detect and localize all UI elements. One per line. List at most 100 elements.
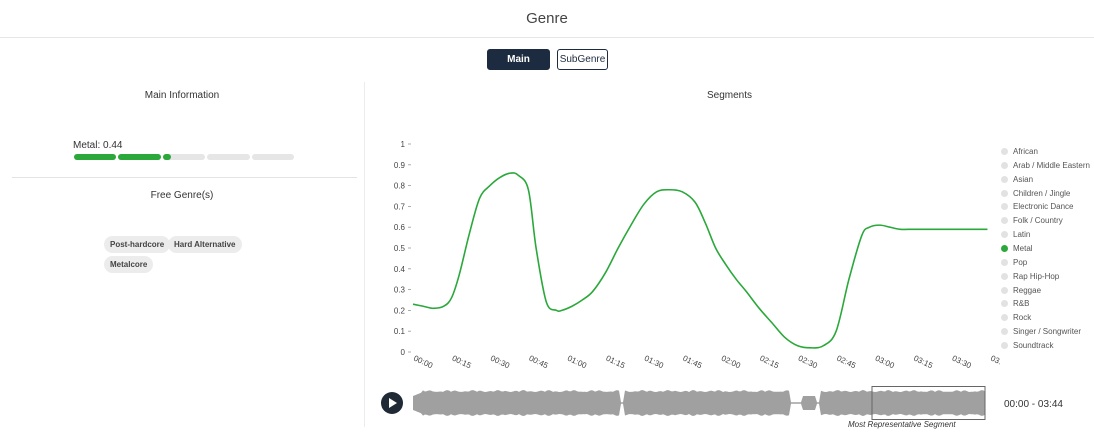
segments-line-chart: 0 0.1 0.2 0.3 0.4 0.5 0.6 0.7 0.8 0.9 1 00:00 00:15 0…: [394, 140, 1000, 370]
legend-dot: [1001, 175, 1008, 183]
column-divider: [364, 82, 365, 427]
legend-label: Folk / Country: [1013, 216, 1063, 226]
score-bar-segment: [251, 154, 294, 160]
waveform[interactable]: [413, 386, 989, 420]
x-tick-label: 00:45: [528, 354, 550, 370]
x-tick-label: 02:45: [835, 354, 857, 370]
waveform-shape: [413, 390, 985, 416]
metal-score-bar: [74, 154, 294, 160]
legend-label: Soundtrack: [1013, 340, 1054, 350]
y-tick-label: 0.2: [394, 306, 406, 315]
x-tick-label: 03:15: [912, 354, 934, 370]
x-tick-label: 01:00: [566, 354, 588, 370]
x-tick-label: 03:00: [874, 354, 896, 370]
y-tick-label: 0.4: [394, 265, 406, 274]
legend-item[interactable]: Folk / Country: [1001, 215, 1094, 227]
legend-item[interactable]: R&B: [1001, 298, 1094, 310]
legend-label: Arab / Middle Eastern: [1013, 160, 1090, 170]
legend-label: Reggae: [1013, 285, 1042, 295]
representative-segment-box[interactable]: [871, 386, 986, 420]
legend-item[interactable]: Arab / Middle Eastern: [1001, 160, 1094, 172]
y-tick-label: 0.1: [394, 327, 406, 336]
legend-label: Rap Hip-Hop: [1013, 271, 1060, 281]
time-range: 00:00 - 03:44: [1004, 399, 1063, 410]
x-tick-label: 01:45: [681, 354, 703, 370]
legend-label: R&B: [1013, 299, 1030, 309]
legend-dot: [1001, 217, 1008, 225]
legend-dot: [1001, 272, 1008, 280]
play-icon: [389, 398, 397, 408]
legend-dot: [1001, 231, 1008, 239]
legend-item[interactable]: Soundtrack: [1001, 340, 1094, 352]
x-tick-label: 02:00: [720, 354, 742, 370]
x-tick-label: 00:15: [451, 354, 473, 370]
legend-dot: [1001, 328, 1008, 336]
subgenre-button[interactable]: SubGenre: [557, 49, 608, 70]
legend-dot: [1001, 244, 1008, 252]
x-tick-label: 01:30: [643, 354, 665, 370]
legend-dot: [1001, 341, 1008, 349]
legend-item[interactable]: Rock: [1001, 312, 1094, 324]
score-bar-fill: [74, 154, 117, 160]
free-genre-tag: Post-hardcore: [104, 236, 171, 253]
score-bar-fill: [162, 154, 172, 160]
legend-label: African: [1013, 147, 1038, 156]
page-title: Genre: [526, 10, 568, 27]
representative-segment-label: Most Representative Segment: [848, 420, 956, 429]
x-tick-label: 02:15: [758, 354, 780, 370]
legend-item[interactable]: Pop: [1001, 257, 1094, 269]
legend-dot: [1001, 148, 1008, 155]
x-tick-label: 02:30: [797, 354, 819, 370]
page-header: Genre: [0, 0, 1094, 38]
legend-dot: [1001, 300, 1008, 308]
legend-item[interactable]: African: [1001, 146, 1094, 158]
legend-dot: [1001, 203, 1008, 211]
legend-item[interactable]: Metal: [1001, 243, 1094, 255]
legend-label: Latin: [1013, 230, 1031, 240]
legend-item[interactable]: Reggae: [1001, 285, 1094, 297]
legend-label: Children / Jingle: [1013, 188, 1071, 198]
audio-player: 00:00 - 03:44 Most Representative Segmen…: [380, 386, 1094, 435]
x-tick-label: 00:00: [412, 354, 434, 370]
legend-label: Electronic Dance: [1013, 202, 1074, 212]
legend-label: Metal: [1013, 243, 1033, 253]
legend-item[interactable]: Rap Hip-Hop: [1001, 271, 1094, 283]
legend-label: Asian: [1013, 174, 1034, 184]
play-button[interactable]: [381, 392, 403, 414]
y-tick-label: 0.6: [394, 223, 406, 232]
metal-score-label: Metal: 0.44: [73, 140, 123, 151]
score-bar-segment: [162, 154, 206, 160]
x-tick-label: 01:15: [604, 354, 626, 370]
y-tick-label: 0: [401, 348, 406, 357]
y-tick-label: 0.7: [394, 202, 406, 211]
legend-dot: [1001, 161, 1008, 169]
legend-label: Pop: [1013, 257, 1028, 267]
free-genre-tag: Metalcore: [104, 256, 154, 273]
segments-title: Segments: [706, 90, 753, 101]
free-genres-title: Free Genre(s): [150, 190, 214, 201]
legend-label: Rock: [1013, 313, 1032, 323]
y-tick-label: 0.9: [394, 161, 406, 170]
score-bar-fill: [118, 154, 161, 160]
y-tick-label: 0.8: [394, 182, 406, 191]
main-genre-button[interactable]: Main genre(s): [487, 49, 550, 84]
legend-dot: [1001, 314, 1008, 322]
x-tick-label: 00:30: [489, 354, 511, 370]
score-bar-segment: [207, 154, 250, 160]
y-tick-label: 0.5: [394, 244, 406, 253]
legend-item[interactable]: Asian: [1001, 174, 1094, 186]
y-tick-label: 1: [401, 140, 406, 149]
legend-dot: [1001, 189, 1008, 197]
free-genre-tag: Hard Alternative: [168, 236, 242, 253]
y-tick-label: 0.3: [394, 286, 406, 295]
series-line-metal: [412, 172, 988, 349]
legend-item[interactable]: Latin: [1001, 229, 1094, 241]
legend-item[interactable]: Singer / Songwriter: [1001, 326, 1094, 338]
section-divider: [12, 177, 357, 178]
legend-dot: [1001, 258, 1008, 266]
x-tick-label: 03:45: [989, 354, 1000, 370]
legend-item[interactable]: Children / Jingle: [1001, 188, 1094, 200]
legend-item[interactable]: Electronic Dance: [1001, 201, 1094, 213]
x-tick-label: 03:30: [951, 354, 973, 370]
legend-dot: [1001, 286, 1008, 294]
